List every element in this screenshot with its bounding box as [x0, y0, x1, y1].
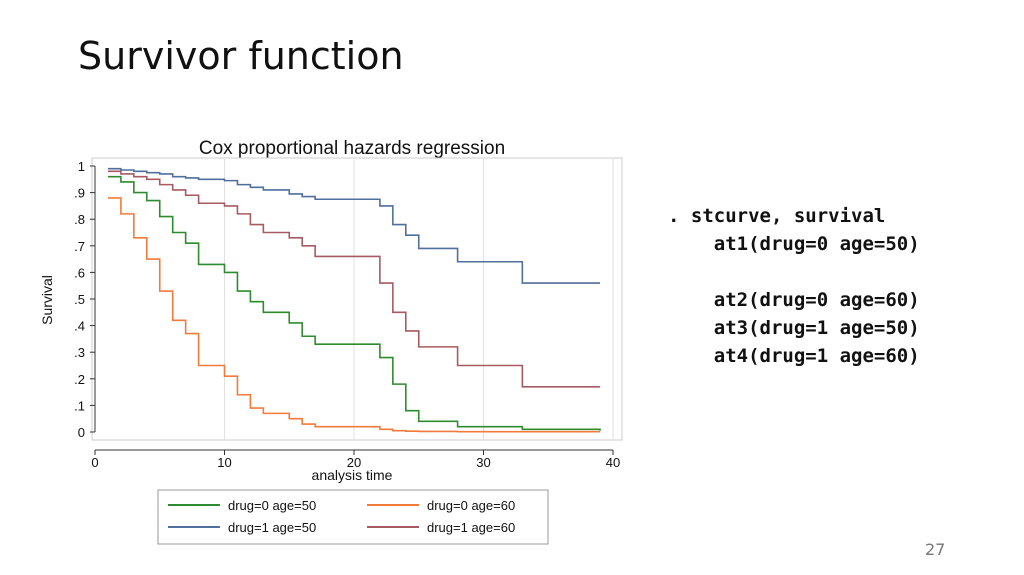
y-tick-label: .7: [74, 239, 85, 254]
y-tick-label: .9: [74, 186, 85, 201]
y-tick-label: 1: [78, 159, 85, 174]
series-line-3: [107, 167, 601, 284]
code-line: [668, 258, 920, 286]
code-line: . stcurve, survival: [668, 205, 886, 227]
code-line: at3(drug=1 age=50): [668, 317, 920, 339]
y-tick-label: .1: [74, 398, 85, 413]
slide-title: Survivor function: [78, 34, 404, 78]
y-tick-label: .2: [74, 372, 85, 387]
x-tick-label: 30: [476, 455, 490, 470]
series-line-4: [107, 170, 601, 388]
code-line: at1(drug=0 age=50): [668, 233, 920, 255]
legend-box: [157, 489, 549, 545]
chart-title: Cox proportional hazards regression: [199, 138, 505, 159]
code-block: . stcurve, survival at1(drug=0 age=50) a…: [668, 202, 920, 370]
x-tick-label: 40: [606, 455, 620, 470]
legend-label: drug=1 age=50: [228, 520, 316, 535]
series-lines: [107, 167, 601, 433]
y-tick-label: .5: [74, 292, 85, 307]
tick-labels: 0.1.2.3.4.5.6.7.8.910 10 20 30 40: [74, 159, 620, 470]
y-axis-label: Survival: [39, 275, 55, 325]
legend: drug=0 age=50 drug=0 age=60 drug=1 age=50 d…: [157, 489, 549, 545]
x-tick-label: 10: [217, 455, 231, 470]
x-tick-label: 0: [91, 455, 98, 470]
axes: [90, 165, 614, 455]
survival-chart: Cox proportional hazards regression 0 .1.…: [39, 138, 623, 545]
x-tick-label: 20: [347, 455, 361, 470]
x-axis-label: analysis time: [312, 467, 393, 483]
code-line: at2(drug=0 age=60): [668, 289, 920, 311]
plot-background: [91, 157, 623, 441]
y-tick-label: .4: [74, 319, 85, 334]
y-tick-label: 0: [78, 425, 85, 440]
legend-label: drug=0 age=50: [228, 498, 316, 513]
code-line: at4(drug=1 age=60): [668, 345, 920, 367]
y-tick-label: .6: [74, 265, 85, 280]
legend-label: drug=0 age=60: [427, 498, 515, 513]
y-tick-label: .3: [74, 345, 85, 360]
legend-label: drug=1 age=60: [427, 520, 515, 535]
page-number: 27: [925, 540, 946, 559]
series-line-1: [107, 175, 601, 431]
grid-lines: [224, 158, 614, 440]
series-line-2: [107, 197, 601, 433]
y-tick-label: .8: [74, 212, 85, 227]
